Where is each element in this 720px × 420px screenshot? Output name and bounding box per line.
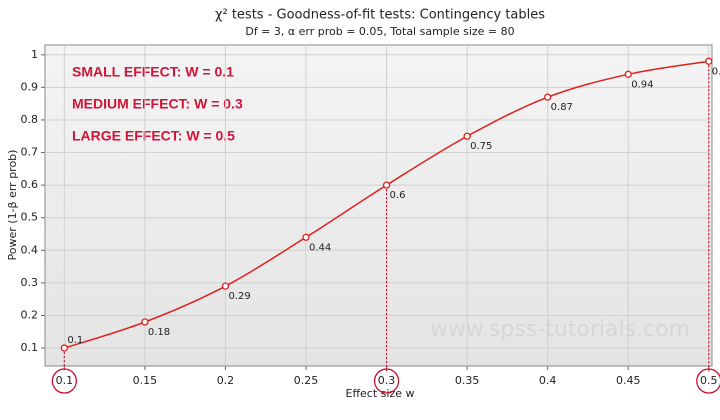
y-tick-label: 0.9 bbox=[21, 80, 39, 93]
point bbox=[221, 282, 230, 290]
point bbox=[60, 344, 68, 352]
watermark: www.spss-tutorials.com bbox=[430, 317, 690, 342]
y-tick-label: 0.3 bbox=[21, 276, 39, 289]
value-label: 0.75 bbox=[470, 141, 492, 152]
y-axis-label: Power (1-β err prob) bbox=[6, 150, 19, 261]
point bbox=[624, 70, 632, 78]
y-tick-label: 0.2 bbox=[21, 308, 39, 321]
x-tick-label: 0.1 bbox=[56, 374, 74, 387]
y-tick-label: 0.8 bbox=[21, 113, 39, 126]
x-tick-label: 0.3 bbox=[378, 374, 396, 387]
value-label: 0.29 bbox=[228, 291, 250, 302]
value-label: 0.94 bbox=[631, 79, 653, 90]
y-tick-label: 0.5 bbox=[21, 211, 39, 224]
y-tick-label: 1 bbox=[31, 48, 38, 61]
annotation: MEDIUM EFFECT: W = 0.3 bbox=[72, 96, 243, 112]
x-tick-label: 0.35 bbox=[455, 374, 480, 387]
tick-highlight bbox=[51, 368, 77, 394]
x-tick-label: 0.25 bbox=[294, 374, 319, 387]
y-tick-label: 0.6 bbox=[21, 178, 39, 191]
x-tick-label: 0.2 bbox=[217, 374, 235, 387]
chart-subtitle: Df = 3, α err prob = 0.05, Total sample … bbox=[245, 25, 514, 38]
point bbox=[302, 233, 310, 241]
value-label: 0.44 bbox=[309, 242, 331, 253]
value-label: 0.98 bbox=[712, 66, 720, 77]
x-tick-label: 0.4 bbox=[539, 374, 557, 387]
value-label: 0.18 bbox=[148, 327, 170, 338]
annotation: SMALL EFFECT: W = 0.1 bbox=[72, 64, 234, 80]
point bbox=[544, 93, 552, 101]
annotation: LARGE EFFECT: W = 0.5 bbox=[72, 128, 235, 144]
point bbox=[463, 132, 471, 140]
x-tick-label: 0.5 bbox=[700, 374, 718, 387]
x-tick-label: 0.45 bbox=[616, 374, 641, 387]
y-tick-label: 0.4 bbox=[21, 243, 39, 256]
tick-highlight bbox=[696, 368, 720, 394]
value-label: 0.6 bbox=[390, 190, 406, 201]
y-tick-label: 0.1 bbox=[21, 341, 39, 354]
plot-area bbox=[44, 44, 713, 367]
x-tick-label: 0.15 bbox=[133, 374, 158, 387]
tick-highlight bbox=[373, 368, 400, 394]
x-axis-label: Effect size w bbox=[346, 387, 415, 400]
chart-title: χ² tests - Goodness-of-fit tests: Contin… bbox=[215, 8, 545, 23]
value-label: 0.87 bbox=[551, 102, 573, 113]
y-tick-label: 0.7 bbox=[21, 146, 39, 159]
value-label: 0.1 bbox=[67, 335, 83, 346]
point bbox=[705, 57, 713, 65]
point bbox=[141, 318, 149, 326]
point bbox=[382, 181, 391, 189]
